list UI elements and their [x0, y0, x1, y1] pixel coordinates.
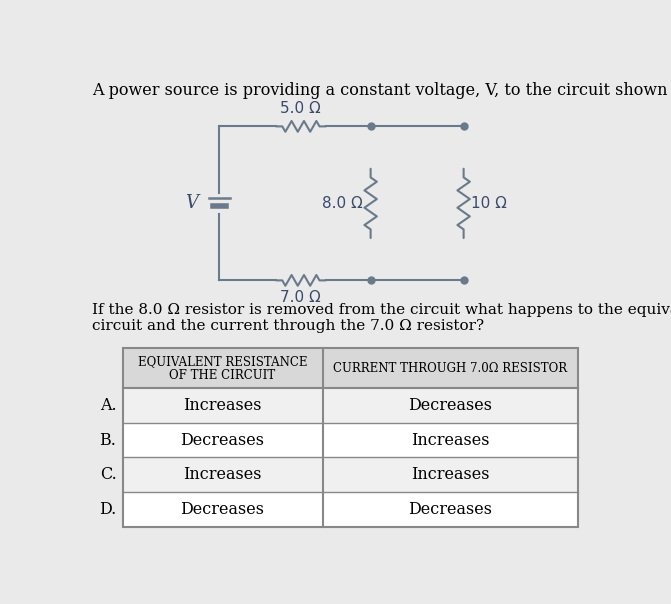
Bar: [123, 348, 578, 527]
Text: B.: B.: [99, 432, 117, 449]
Text: Decreases: Decreases: [409, 397, 493, 414]
Text: D.: D.: [99, 501, 117, 518]
Text: Increases: Increases: [411, 466, 490, 483]
Bar: [123, 492, 578, 527]
Text: Increases: Increases: [183, 466, 262, 483]
Text: 10 Ω: 10 Ω: [471, 196, 507, 211]
Text: OF THE CIRCUIT: OF THE CIRCUIT: [170, 368, 276, 382]
Text: C.: C.: [100, 466, 117, 483]
Text: Decreases: Decreases: [409, 501, 493, 518]
Text: 8.0 Ω: 8.0 Ω: [322, 196, 363, 211]
Bar: [123, 423, 578, 457]
Text: A power source is providing a constant voltage, V, to the circuit shown below.: A power source is providing a constant v…: [92, 82, 671, 98]
Text: 7.0 Ω: 7.0 Ω: [280, 290, 321, 304]
Text: Increases: Increases: [183, 397, 262, 414]
Text: A.: A.: [100, 397, 117, 414]
Bar: [123, 457, 578, 492]
Text: circuit and the current through the 7.0 Ω resistor?: circuit and the current through the 7.0 …: [92, 319, 484, 333]
Text: 5.0 Ω: 5.0 Ω: [280, 101, 321, 115]
Text: Increases: Increases: [411, 432, 490, 449]
Text: Decreases: Decreases: [180, 501, 264, 518]
Bar: [123, 388, 578, 423]
Text: Decreases: Decreases: [180, 432, 264, 449]
Text: V: V: [185, 194, 198, 213]
Bar: [123, 348, 578, 388]
Text: If the 8.0 Ω resistor is removed from the circuit what happens to the equivalent: If the 8.0 Ω resistor is removed from th…: [92, 303, 671, 318]
Text: CURRENT THROUGH 7.0Ω RESISTOR: CURRENT THROUGH 7.0Ω RESISTOR: [333, 362, 568, 374]
Text: EQUIVALENT RESISTANCE: EQUIVALENT RESISTANCE: [138, 356, 307, 368]
